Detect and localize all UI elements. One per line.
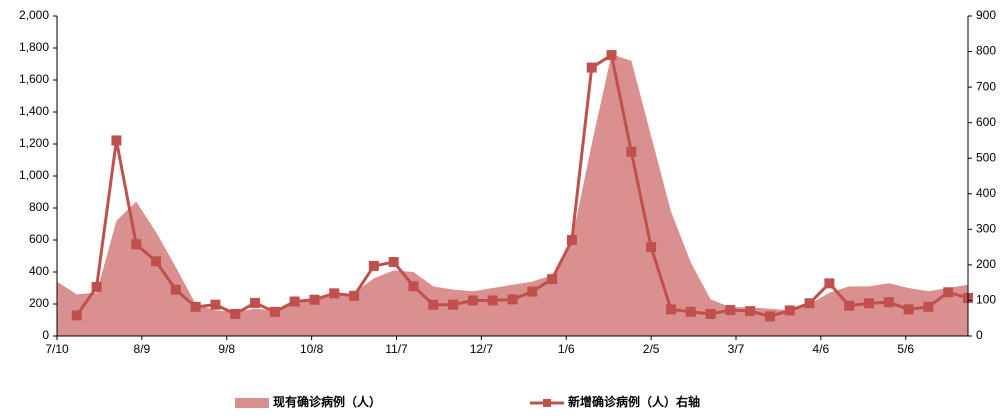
y2-tick-label: 200 xyxy=(976,257,996,271)
y2-tick-label: 100 xyxy=(976,293,996,307)
marker xyxy=(71,310,82,321)
x-tick-label: 2/5 xyxy=(643,342,660,356)
legend-swatch xyxy=(543,399,551,407)
marker xyxy=(467,295,478,306)
marker xyxy=(606,50,617,61)
marker xyxy=(586,62,597,73)
y2-tick-label: 800 xyxy=(976,44,996,58)
marker xyxy=(408,281,419,292)
y-tick-label: 800 xyxy=(29,200,49,214)
legend-label: 新增确诊病例（人）右轴 xyxy=(568,394,700,409)
marker xyxy=(824,278,835,289)
marker xyxy=(230,308,241,319)
marker xyxy=(210,299,221,310)
marker xyxy=(646,242,657,253)
marker xyxy=(685,306,696,317)
x-tick-label: 5/6 xyxy=(897,342,914,356)
marker xyxy=(487,295,498,306)
y-tick-label: 0 xyxy=(42,328,49,342)
y2-tick-label: 300 xyxy=(976,222,996,236)
marker xyxy=(764,311,775,322)
y2-tick-label: 900 xyxy=(976,8,996,22)
x-tick-label: 12/7 xyxy=(470,342,494,356)
y2-tick-label: 500 xyxy=(976,150,996,164)
marker xyxy=(566,235,577,245)
marker xyxy=(547,274,558,285)
x-tick-label: 8/9 xyxy=(134,342,151,356)
y-tick-label: 1,000 xyxy=(19,168,49,182)
legend-swatch xyxy=(235,398,269,408)
marker xyxy=(349,290,360,301)
marker xyxy=(269,306,280,317)
marker xyxy=(507,294,518,305)
marker xyxy=(388,257,399,268)
marker xyxy=(309,294,320,305)
marker xyxy=(863,298,874,309)
y-tick-label: 2,000 xyxy=(19,8,49,22)
area xyxy=(57,54,968,337)
marker xyxy=(804,298,815,309)
marker xyxy=(844,300,855,311)
marker xyxy=(943,287,954,298)
legend-label: 现有确诊病例（人） xyxy=(273,394,381,409)
y2-tick-label: 0 xyxy=(976,328,983,342)
marker xyxy=(725,305,736,316)
marker xyxy=(289,296,300,307)
marker xyxy=(923,301,934,312)
marker xyxy=(151,256,162,267)
y-tick-label: 600 xyxy=(29,232,49,246)
line xyxy=(75,52,969,319)
marker xyxy=(883,297,894,308)
y-tick-label: 200 xyxy=(29,296,49,310)
x-tick-label: 3/7 xyxy=(728,342,745,356)
y-tick-label: 1,400 xyxy=(19,104,49,118)
y-tick-label: 400 xyxy=(29,264,49,278)
marker xyxy=(626,146,637,157)
y-tick-label: 1,800 xyxy=(19,40,49,54)
x-tick-label: 7/10 xyxy=(45,342,69,356)
marker xyxy=(784,305,795,316)
marker xyxy=(527,286,538,297)
marker xyxy=(170,284,181,295)
y-tick-label: 1,600 xyxy=(19,72,49,86)
x-tick-label: 4/6 xyxy=(813,342,830,356)
marker xyxy=(250,297,261,308)
marker xyxy=(745,306,756,317)
x-tick-label: 9/8 xyxy=(218,342,235,356)
marker xyxy=(665,304,676,315)
marker xyxy=(111,135,122,146)
marker xyxy=(91,281,102,292)
marker xyxy=(131,239,142,250)
marker xyxy=(903,304,914,315)
marker xyxy=(705,308,716,319)
y2-tick-label: 700 xyxy=(976,79,996,93)
marker xyxy=(190,301,201,312)
x-tick-label: 1/6 xyxy=(558,342,575,356)
x-tick-label: 11/7 xyxy=(385,342,408,356)
y2-tick-label: 600 xyxy=(976,115,996,129)
y2-tick-label: 400 xyxy=(976,186,996,200)
marker xyxy=(368,260,379,271)
marker xyxy=(448,299,459,310)
marker xyxy=(329,288,340,299)
marker xyxy=(428,299,439,310)
y-tick-label: 1,200 xyxy=(19,136,49,150)
x-tick-label: 10/8 xyxy=(300,342,324,356)
